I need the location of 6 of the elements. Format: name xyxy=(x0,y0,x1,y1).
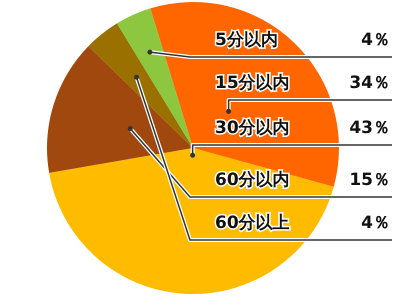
data-label: 4％ xyxy=(361,30,390,50)
slice-label: 60分以上 xyxy=(215,213,290,233)
slice-label: 5分以内 xyxy=(215,30,278,50)
slice-label: 15分以内 xyxy=(215,73,290,93)
data-label: 34％ xyxy=(349,73,390,93)
data-label: 4％ xyxy=(361,213,390,233)
